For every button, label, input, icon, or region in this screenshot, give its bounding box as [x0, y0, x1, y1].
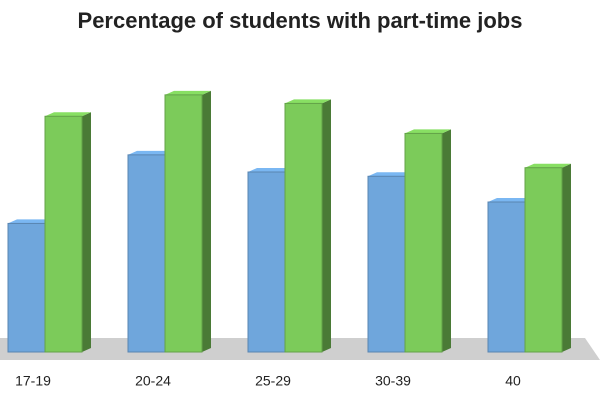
- x-tick-label: 30-39: [375, 373, 411, 389]
- bar-front: [524, 167, 563, 353]
- bar-top: [405, 129, 451, 134]
- chart-title: Percentage of students with part-time jo…: [78, 8, 523, 33]
- bar-side: [442, 129, 451, 352]
- bar-front: [284, 102, 323, 353]
- bar-top: [8, 219, 54, 224]
- x-tick-label: 40: [505, 373, 521, 389]
- bar-front: [164, 94, 203, 353]
- bar-top: [248, 168, 294, 172]
- bar-front: [127, 154, 166, 353]
- bar-top: [128, 150, 174, 155]
- bar-front: [7, 222, 46, 353]
- x-tick-label: 20-24: [135, 373, 171, 389]
- bar-side: [562, 163, 571, 352]
- bar: [44, 112, 91, 353]
- bar: [524, 163, 571, 353]
- bar-front: [247, 171, 286, 353]
- bar-front: [404, 132, 443, 353]
- bar-top: [165, 90, 211, 95]
- bar-side: [82, 112, 91, 353]
- bar-front: [487, 201, 526, 353]
- bar-front: [367, 175, 406, 353]
- bar: [404, 129, 451, 353]
- x-tick-label: 17-19: [15, 373, 51, 389]
- bar-side: [322, 99, 331, 352]
- bar: [164, 90, 211, 353]
- x-tick-label: 25-29: [255, 373, 291, 389]
- bar-front: [44, 115, 83, 353]
- bar-top: [488, 198, 534, 202]
- bar-top: [368, 172, 414, 177]
- bar: [284, 99, 331, 353]
- bar-top: [285, 99, 331, 104]
- bar-top: [525, 163, 571, 168]
- bar-top: [45, 112, 91, 117]
- bar-side: [202, 90, 211, 352]
